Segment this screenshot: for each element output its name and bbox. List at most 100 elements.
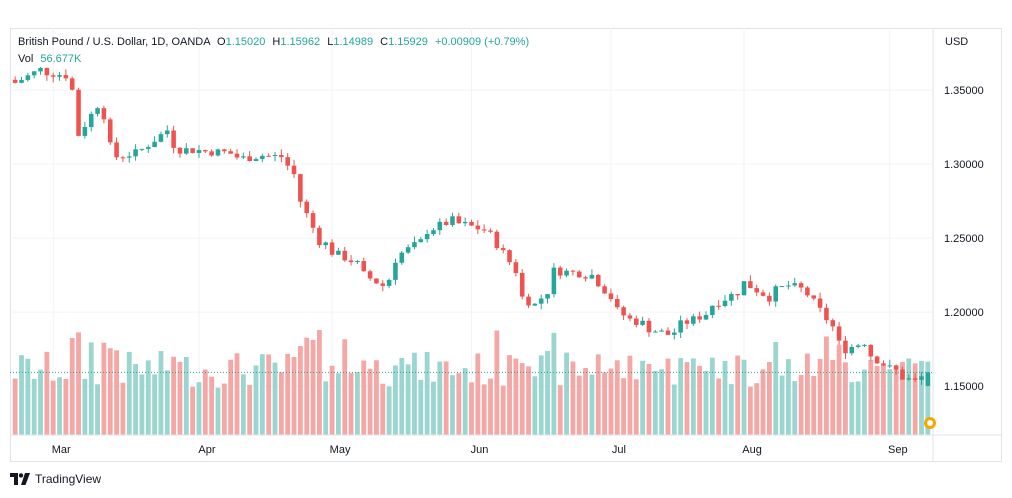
candle (507, 249, 512, 266)
price-chart[interactable]: 1.35000 1.30000 1.25000 1.20000 1.15000 Mar Ap… (10, 28, 1002, 462)
candle (672, 328, 677, 340)
candle (279, 149, 284, 163)
candle (881, 360, 886, 366)
candle-body (798, 283, 804, 288)
symbol-title[interactable]: British Pound / U.S. Dollar, 1D, OANDA (18, 36, 210, 48)
candle (767, 292, 772, 306)
low-value: 1.14989 (333, 36, 374, 48)
volume-bar (646, 364, 652, 435)
volume-bar (88, 342, 94, 435)
candle (532, 303, 538, 307)
candle (779, 285, 785, 288)
candle (336, 247, 341, 255)
candle (893, 364, 899, 375)
volume-bar (437, 361, 443, 435)
volume-bar (659, 369, 665, 435)
volume-bar (469, 382, 474, 435)
candle-body (443, 221, 449, 225)
candle (310, 210, 316, 234)
candle-body (171, 130, 176, 148)
candle-body (437, 221, 443, 231)
volume-bar (830, 359, 836, 435)
candle-body (912, 378, 918, 380)
candle (830, 318, 836, 332)
candle-body (627, 315, 633, 319)
volume-bar (614, 360, 620, 435)
candle (729, 291, 734, 306)
candle-body (380, 283, 386, 286)
candle-body (532, 303, 538, 306)
volume-bar (722, 360, 728, 435)
candle (608, 288, 614, 302)
price-legend: British Pound / U.S. Dollar, 1D, OANDA O… (18, 36, 529, 48)
volume-bar (355, 372, 360, 435)
branding-footer[interactable]: TradingView (10, 472, 101, 486)
candle (412, 236, 417, 250)
candle (906, 374, 912, 381)
volume-bar (760, 369, 766, 435)
volume-bar (735, 355, 741, 435)
candle (678, 315, 683, 339)
candle (50, 72, 56, 83)
volume-bar (177, 361, 183, 435)
candle (386, 278, 392, 289)
candle-body (107, 119, 113, 143)
candle-body (424, 234, 430, 240)
x-tick-label: Jul (612, 444, 626, 456)
candle-body (672, 332, 677, 335)
candle (317, 225, 322, 248)
volume-bar (304, 337, 310, 435)
candle (393, 258, 398, 285)
close-label: C (380, 36, 389, 48)
candle-body (355, 261, 360, 263)
candle (266, 153, 271, 157)
candle-body (63, 75, 69, 79)
candle-layer (12, 66, 931, 387)
low-label: L (327, 36, 334, 48)
candle-body (817, 298, 823, 308)
volume-bar (652, 370, 658, 435)
volume-bar (266, 354, 272, 435)
volume-bar (608, 368, 614, 435)
candle-body (830, 320, 836, 327)
candle-body (564, 270, 569, 276)
candle (101, 105, 107, 124)
candle-body (855, 345, 861, 347)
candle-body (215, 149, 221, 156)
candle-body (342, 250, 348, 261)
candle (367, 269, 373, 281)
candle (811, 295, 817, 301)
candle (114, 137, 119, 160)
volume-bar (811, 375, 817, 435)
high-value: 1.15962 (280, 36, 321, 48)
candle-body (228, 151, 233, 154)
candle-body (412, 242, 417, 248)
candle-body (792, 283, 798, 286)
volume-bar (291, 357, 297, 435)
volume-bar (602, 372, 608, 435)
candle-body (253, 159, 259, 162)
volume-bar (386, 386, 392, 435)
candle (253, 157, 259, 162)
candle-body (494, 231, 500, 249)
volume-bar (805, 353, 810, 435)
candle (323, 241, 329, 250)
volume-bar (855, 381, 861, 435)
candle-body (773, 286, 779, 302)
candle (773, 284, 779, 307)
candle (494, 229, 500, 251)
candle-body (691, 316, 696, 324)
candle-body (25, 75, 31, 80)
volume-bar (431, 381, 436, 435)
volume-bar (50, 380, 56, 435)
candle-body (748, 281, 753, 289)
candle (634, 315, 639, 328)
candle (646, 318, 652, 337)
candle-body (526, 296, 531, 306)
candle-body (849, 346, 855, 354)
volume-bar (285, 353, 291, 435)
candle-body (646, 320, 652, 333)
currency-label[interactable]: USD (945, 36, 969, 48)
candle-body (754, 288, 759, 293)
candle (925, 371, 931, 387)
